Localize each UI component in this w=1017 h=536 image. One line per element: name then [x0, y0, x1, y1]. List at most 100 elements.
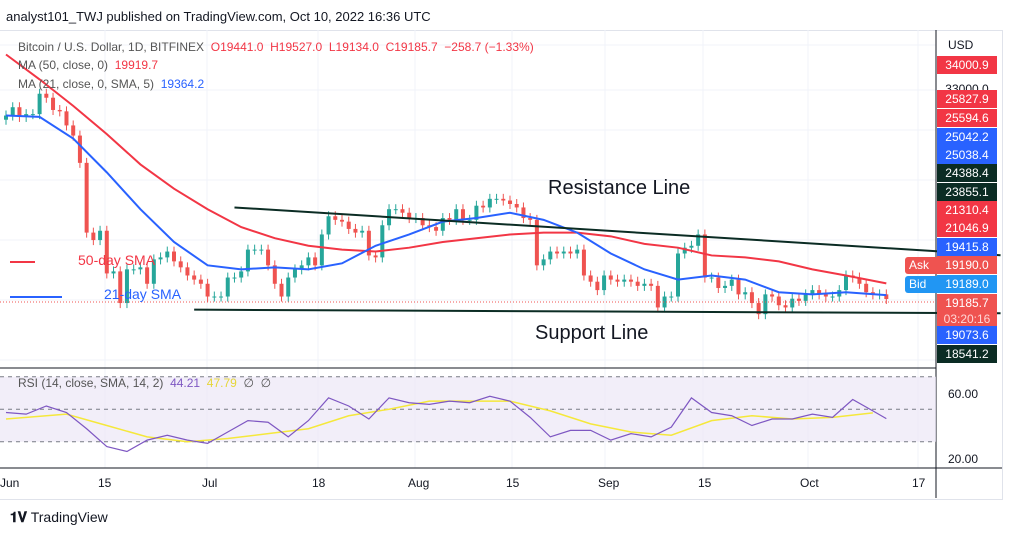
ma21-value: 19364.2	[160, 77, 205, 91]
time-axis-label: 15	[98, 476, 112, 490]
time-axis-label: 18	[312, 476, 326, 490]
candle	[716, 277, 721, 288]
candle	[51, 97, 56, 110]
candle	[77, 135, 82, 163]
candle	[4, 115, 8, 120]
candle	[534, 219, 539, 266]
candle	[817, 290, 822, 295]
time-axis-label: Jun	[0, 476, 20, 490]
candle	[84, 162, 89, 233]
symbol-legend: Bitcoin / U.S. Dollar, 1D, BITFINEX O194…	[18, 40, 534, 54]
candle	[145, 267, 150, 284]
candle	[454, 209, 459, 220]
candle	[292, 269, 297, 278]
candle	[333, 216, 338, 220]
candle	[245, 249, 250, 272]
candle	[37, 93, 42, 115]
tradingview-logo[interactable]: 𝟏𝐕 TradingView	[10, 509, 108, 526]
ask-tag: Ask	[905, 257, 939, 274]
candle	[420, 218, 425, 226]
candle	[131, 269, 136, 271]
candle	[10, 107, 15, 116]
price-label: 19415.8	[937, 238, 997, 256]
time-axis-label: Sep	[598, 476, 620, 490]
candle	[514, 203, 519, 208]
candle	[313, 257, 318, 266]
candle	[178, 261, 183, 268]
rsi-axis-20: 20.00	[948, 452, 979, 466]
candle	[823, 294, 828, 297]
candle	[864, 283, 869, 293]
ma50-legend[interactable]: MA (50, close, 0) 19919.7	[18, 58, 158, 72]
chart-container[interactable]	[0, 30, 1003, 500]
candle	[602, 275, 607, 291]
candle	[219, 296, 224, 298]
candle	[474, 205, 479, 220]
candle	[723, 285, 728, 288]
candle	[689, 245, 694, 248]
candle	[622, 279, 627, 282]
close-value: C19185.7	[385, 40, 438, 54]
price-label: 19185.7	[937, 294, 997, 312]
candle	[649, 283, 654, 286]
candle	[111, 271, 116, 274]
ma21-legend[interactable]: MA (21, close, 0, SMA, 5) 19364.2	[18, 77, 204, 91]
candle	[306, 257, 311, 266]
candle	[736, 279, 741, 295]
candle	[118, 271, 123, 304]
time-axis-label: 17	[912, 476, 926, 490]
candle	[460, 209, 465, 220]
candle	[266, 249, 271, 266]
candle	[447, 218, 452, 220]
candle	[884, 294, 889, 299]
candle	[172, 251, 176, 262]
candle	[642, 283, 647, 286]
candle	[669, 296, 674, 298]
candle	[185, 267, 190, 276]
candle	[709, 277, 714, 279]
candle	[467, 219, 472, 221]
rsi-label: RSI (14, close, SMA, 14, 2)	[18, 376, 164, 390]
candle	[541, 259, 546, 266]
candle	[783, 305, 788, 308]
candle	[830, 296, 835, 298]
candle	[796, 298, 801, 301]
candle	[353, 228, 358, 233]
rsi-sma-value: 47.79	[206, 376, 237, 390]
candle	[494, 198, 499, 200]
candle	[360, 230, 365, 233]
time-axis-label: 15	[698, 476, 712, 490]
candle	[440, 218, 445, 231]
sma50-annotation: 50-day SMA	[78, 252, 156, 268]
ma50-line	[5, 53, 887, 285]
time-axis-label: 15	[506, 476, 520, 490]
rsi-legend[interactable]: RSI (14, close, SMA, 14, 2) 44.21 47.79 …	[18, 376, 271, 390]
time-axis-label: Oct	[800, 476, 819, 490]
candle	[763, 294, 768, 315]
candle	[676, 253, 680, 297]
candle	[279, 283, 284, 297]
candle	[743, 292, 748, 295]
candle	[521, 207, 526, 219]
candle	[44, 93, 49, 98]
ma21-label: MA (21, close, 0, SMA, 5)	[18, 77, 155, 91]
candle	[165, 251, 170, 258]
resistance-line	[234, 206, 1001, 257]
countdown-label: 03:20:16	[937, 310, 997, 328]
support-label: Support Line	[535, 322, 649, 344]
candle	[615, 279, 620, 282]
price-label: 21310.4	[937, 201, 997, 219]
candle	[595, 281, 600, 291]
candle	[380, 225, 385, 258]
candle	[635, 281, 640, 286]
candle	[91, 232, 96, 241]
candle	[259, 249, 264, 251]
candle	[790, 298, 795, 308]
candle	[770, 294, 775, 297]
candle	[696, 234, 701, 246]
candle	[857, 277, 862, 284]
rsi-na-2: ∅	[260, 376, 272, 390]
candle	[662, 296, 667, 308]
rsi-na-1: ∅	[243, 376, 254, 390]
